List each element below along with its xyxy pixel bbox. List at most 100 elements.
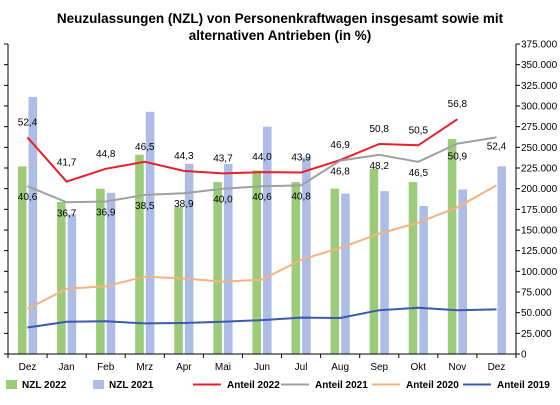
x-tick-label: Apr [176,362,192,373]
data-label: 36,7 [57,208,77,219]
data-label: 52,4 [18,117,38,128]
y-right-tick-label: 325.000 [521,81,558,92]
bar [408,182,418,354]
data-label: 43,9 [291,153,311,164]
bar [252,170,261,354]
bar [458,189,467,354]
x-tick-label: Dez [488,362,506,373]
y-right-tick-label: 225.000 [521,164,558,175]
legend-swatch [6,380,17,389]
line-layer [26,118,497,329]
bar [263,126,272,355]
y-right-tick-label: 375.000 [521,40,558,51]
bar-layer [17,96,507,355]
bar [174,206,183,354]
data-label: 41,7 [57,158,77,169]
y-right-tick-label: 150.000 [521,226,558,237]
data-label: 44,3 [174,151,194,162]
data-label-layer: 52,4 41,7 44,8 46,5 44,3 43,7 44,0 43,9 46,9 50,8… [18,99,507,219]
legend-label: Anteil 2020 [406,380,459,391]
bar [380,191,389,354]
x-tick-label: Mrz [136,362,153,373]
y-right-tick-label: 0 [521,350,527,361]
x-tick-label: Nov [448,362,466,373]
bar [17,166,27,354]
legend-label: Anteil 2022 [227,380,280,391]
data-label: 40,0 [213,195,233,206]
data-label: 46,8 [330,167,350,178]
series-line [26,118,458,183]
legend-label: NZL 2021 [109,380,154,391]
data-label: 40,6 [18,192,38,203]
data-label: 36,9 [96,207,116,218]
series-line [27,136,497,204]
data-label: 38,5 [135,201,155,212]
y-right-tick-label: 350.000 [521,60,558,71]
y-right-tick-label: 100.000 [521,267,558,278]
chart-title-line-2: alternativen Antrieben (in %) [189,28,372,43]
legend-label: Anteil 2021 [315,380,368,391]
bar [106,192,116,354]
data-label: 40,6 [252,192,272,203]
x-tick-label: Sep [370,362,388,373]
y-right-tick-label: 200.000 [521,184,558,195]
bar [57,201,66,354]
x-tick-label: Feb [97,362,115,373]
axes-layer: 0 25.000 50.000 75.000 100.000 125.000 150.000… [4,40,558,373]
chart-title-line-1: Neuzulassungen (NZL) von Personenkraftwa… [57,11,504,26]
y-right-tick-label: 250.000 [521,143,558,154]
bar [330,188,340,354]
bar [67,214,77,354]
legend-label: NZL 2022 [22,380,67,391]
bar [223,163,233,354]
bar [291,182,301,354]
data-label: 50,5 [409,125,429,136]
bar [369,168,379,354]
data-label: 38,9 [174,199,194,210]
x-tick-label: Okt [411,362,427,373]
y-right-tick-label: 125.000 [521,246,558,257]
y-right-tick-label: 175.000 [521,205,558,216]
bar [341,193,350,354]
x-tick-label: Jun [254,362,270,373]
x-tick-label: Jan [59,362,75,373]
bar [96,188,105,354]
data-label: 46,9 [330,140,350,151]
bar [447,139,457,354]
y-right-tick-label: 275.000 [521,122,558,133]
bar [28,96,38,354]
data-label: 48,2 [369,161,389,172]
data-label: 46,5 [135,142,155,153]
y-right-tick-label: 50.000 [521,308,552,319]
data-label: 40,8 [291,191,311,202]
bar [213,182,222,354]
bar [497,166,507,354]
legend-swatch [93,380,104,389]
legend-label: Anteil 2019 [497,380,550,391]
data-label: 43,7 [213,153,233,164]
data-label: 44,0 [252,152,272,163]
data-label: 46,5 [409,168,429,179]
data-label: 50,9 [448,152,468,163]
legend: NZL 2022 NZL 2021 Anteil 2022 Anteil 2021 An… [6,380,550,391]
series-line [27,184,497,310]
data-label: 56,8 [448,99,468,110]
bar [135,154,144,354]
series-line [27,306,497,329]
y-right-tick-label: 300.000 [521,102,558,113]
bar [419,206,428,354]
x-tick-label: Jul [295,362,308,373]
bar [145,111,155,354]
x-tick-label: Aug [331,362,349,373]
y-right-tick-label: 75.000 [521,288,552,299]
bar [184,163,194,354]
data-label: 52,4 [487,141,507,152]
y-right-tick-label: 25.000 [521,329,552,340]
x-tick-label: Mai [215,362,231,373]
data-label: 44,8 [96,149,116,160]
bar [302,157,311,354]
data-label: 50,8 [369,124,389,135]
x-tick-label: Dez [19,362,37,373]
